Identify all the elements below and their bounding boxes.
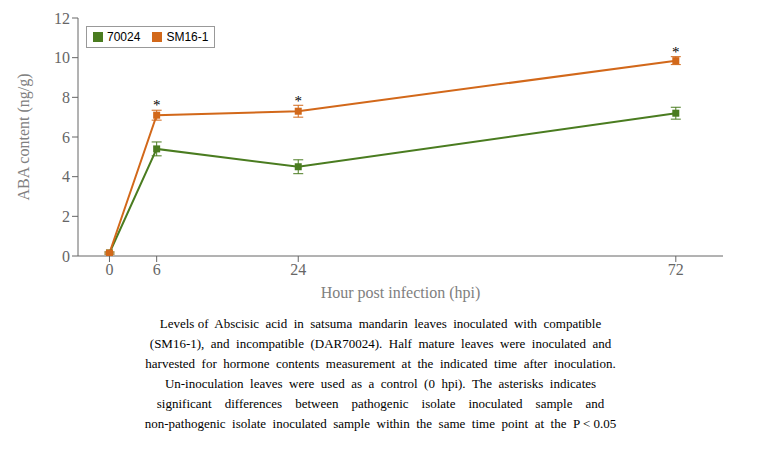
svg-text:*: * — [294, 93, 302, 109]
html-text:harvested for hormone contents: harvested for hormone contents measureme… — [145, 356, 616, 371]
svg-text:4: 4 — [62, 168, 70, 185]
svg-text:ABA content (ng/g): ABA content (ng/g) — [15, 73, 33, 200]
svg-text:0: 0 — [105, 261, 113, 278]
svg-text:Hour post infection (hpi): Hour post infection (hpi) — [321, 284, 481, 302]
html-text:Levels of Abscisic acid in sat: Levels of Abscisic acid in satsuma manda… — [159, 316, 602, 331]
html-text:(SM16-1), and incompatible (DA: (SM16-1), and incompatible (DAR70024). H… — [149, 336, 612, 351]
svg-text:2: 2 — [62, 208, 70, 225]
html-text:Un-inoculation leaves were use: Un-inoculation leaves were used as a con… — [164, 376, 597, 391]
svg-text:8: 8 — [62, 89, 70, 106]
html-text:70024: 70024 — [107, 30, 141, 44]
html-text:SM16-1: SM16-1 — [166, 30, 209, 44]
svg-text:*: * — [153, 97, 161, 113]
html-text:significant differences betwee: significant differences between pathogen… — [156, 396, 605, 411]
svg-text:12: 12 — [54, 10, 70, 27]
svg-text:6: 6 — [62, 129, 70, 146]
svg-text:0: 0 — [62, 248, 70, 265]
svg-text:10: 10 — [54, 49, 70, 66]
svg-text:*: * — [672, 44, 680, 60]
svg-text:24: 24 — [290, 261, 306, 278]
html-text:non-pathogenic isolate inocula: non-pathogenic isolate inoculated sample… — [144, 416, 617, 431]
svg-text:72: 72 — [668, 261, 684, 278]
svg-text:6: 6 — [153, 261, 161, 278]
